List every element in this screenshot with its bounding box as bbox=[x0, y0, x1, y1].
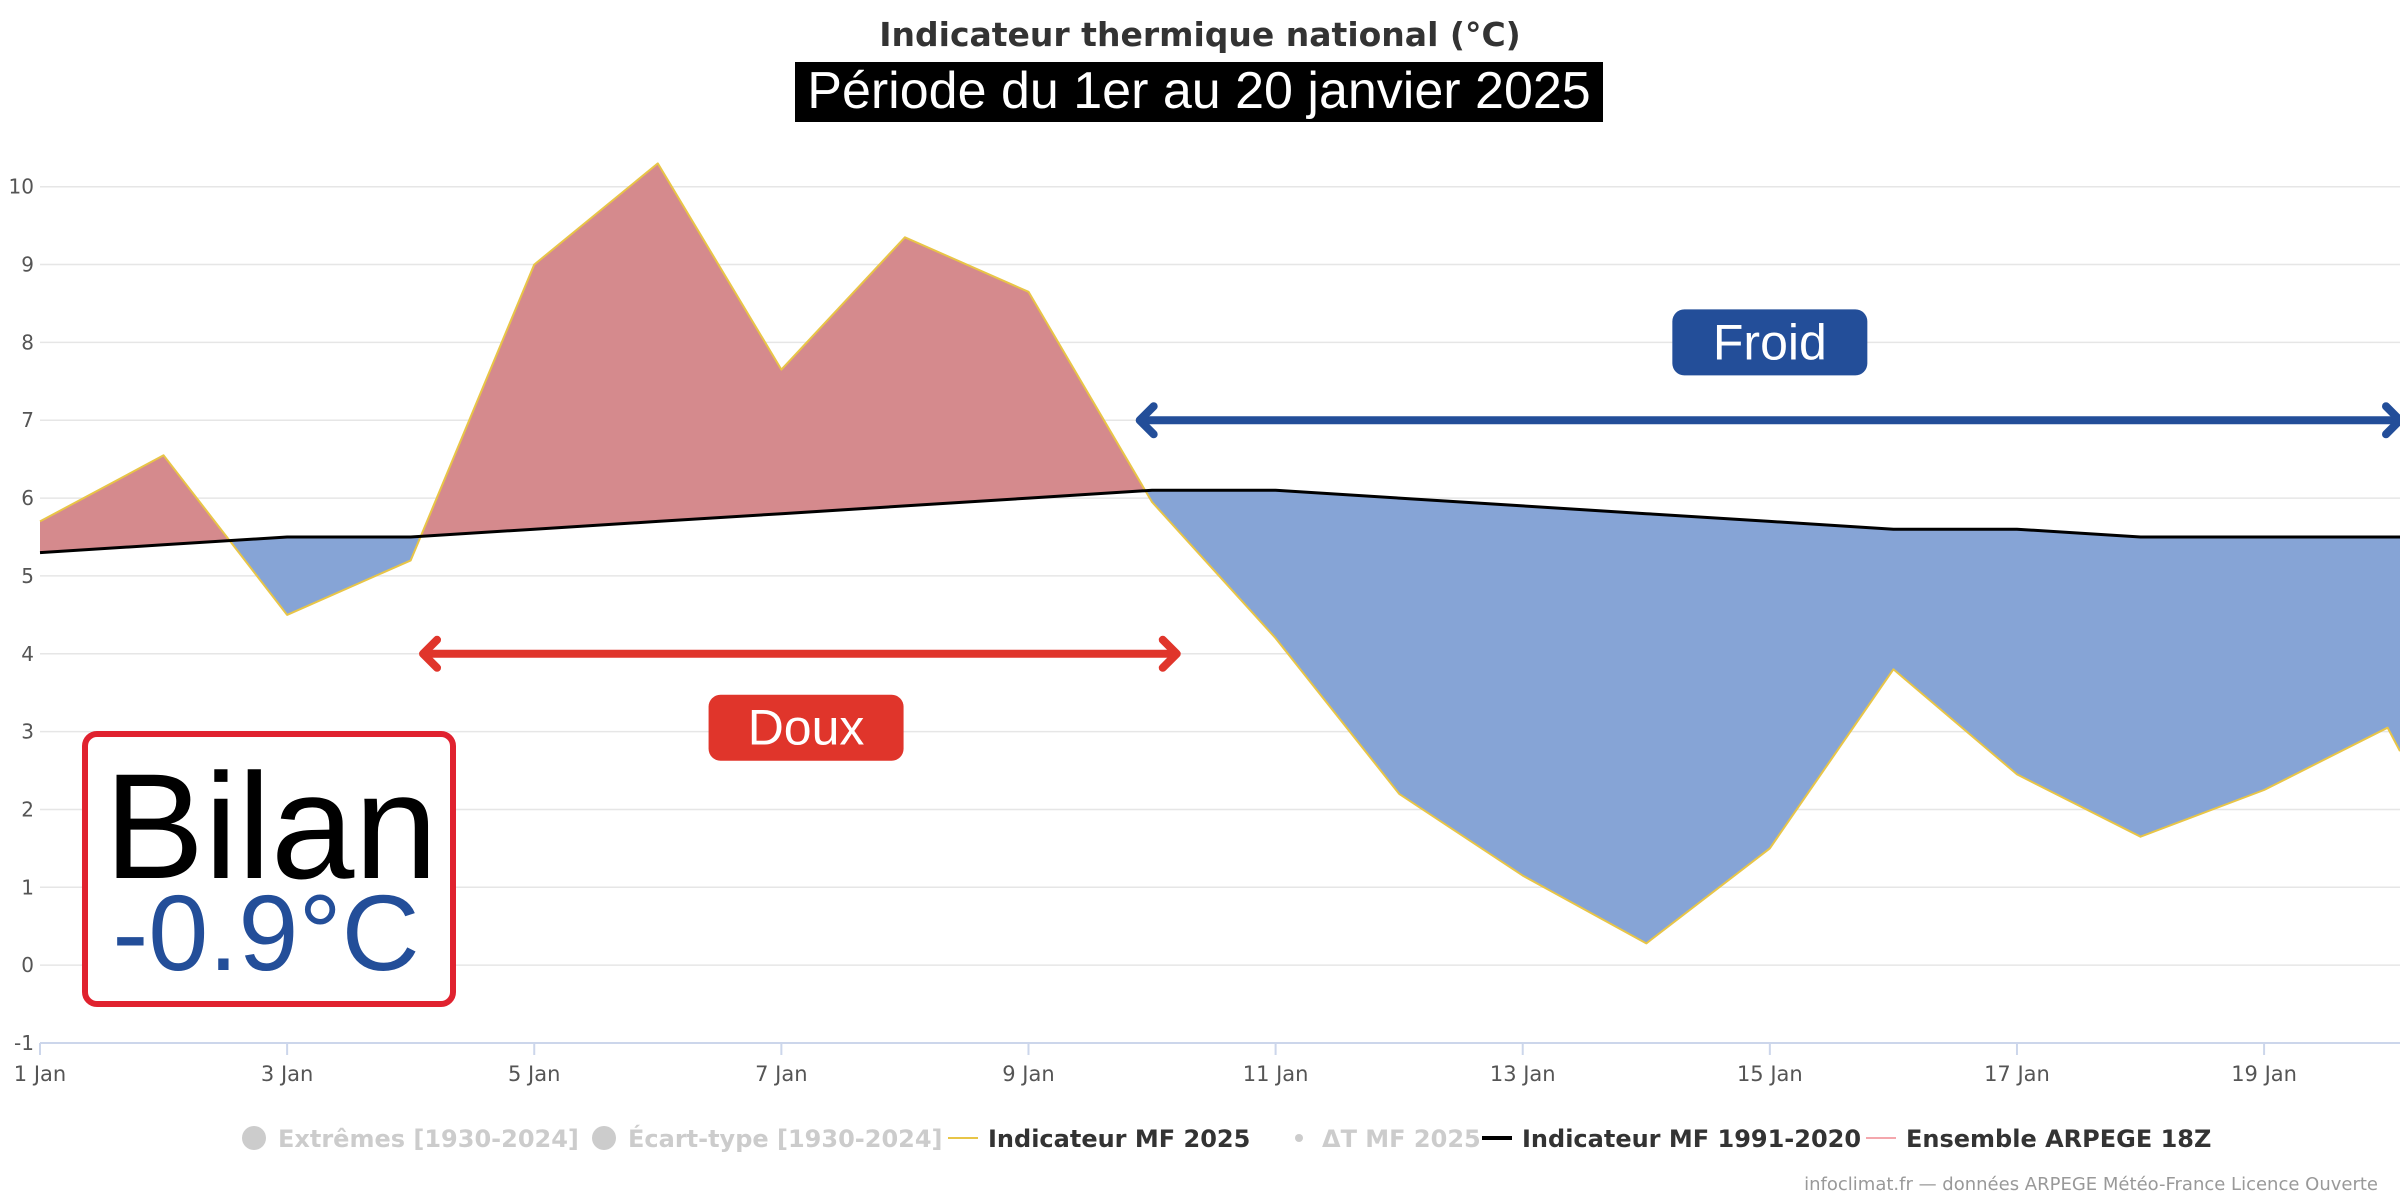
legend-item[interactable]: Indicateur MF 1991-2020 bbox=[1482, 1125, 1861, 1153]
legend-label: Ensemble ARPEGE 18Z bbox=[1906, 1125, 2211, 1153]
froid-arrow-head-right bbox=[2382, 402, 2400, 439]
froid-arrow bbox=[1135, 402, 2400, 439]
series-lines bbox=[39, 162, 2400, 945]
x-tick-label: 9 Jan bbox=[1002, 1062, 1054, 1086]
y-tick-label: 6 bbox=[21, 486, 34, 510]
series-line-mf-1991-2020 bbox=[39, 488, 2400, 555]
legend-label: Extrêmes [1930-2024] bbox=[278, 1125, 579, 1153]
legend-circle-icon bbox=[592, 1126, 616, 1150]
legend-dot-icon bbox=[1295, 1134, 1303, 1142]
cold-anomaly-area bbox=[229, 536, 421, 615]
froid-label-pill bbox=[1672, 309, 1868, 376]
legend-item[interactable]: Extrêmes [1930-2024] bbox=[242, 1125, 579, 1153]
froid-label: Froid bbox=[1713, 314, 1827, 370]
x-tick-label: 5 Jan bbox=[508, 1062, 560, 1086]
bilan-box: Bilan -0.9°C bbox=[82, 731, 456, 1007]
chart-subtitle: Période du 1er au 20 janvier 2025 bbox=[807, 62, 1590, 120]
x-tick-label: 17 Jan bbox=[1984, 1062, 2050, 1086]
annotations: Doux Froid bbox=[419, 309, 2400, 761]
doux-label: Doux bbox=[748, 700, 865, 756]
x-tick-label: 19 Jan bbox=[2231, 1062, 2297, 1086]
y-tick-label: 5 bbox=[21, 564, 34, 588]
x-tick-label: 1 Jan bbox=[14, 1062, 66, 1086]
doux-arrow-head-right bbox=[1158, 635, 1181, 672]
bilan-value: -0.9°C bbox=[112, 872, 419, 993]
x-tick-label: 7 Jan bbox=[755, 1062, 807, 1086]
doux-arrow bbox=[419, 635, 1181, 672]
legend-item[interactable]: ΔT MF 2025 bbox=[1295, 1125, 1481, 1153]
legend-label: ΔT MF 2025 bbox=[1322, 1125, 1481, 1153]
y-tick-label: 10 bbox=[9, 175, 34, 199]
legend-item[interactable]: Écart-type [1930-2024] bbox=[592, 1124, 943, 1153]
legend-label: Écart-type [1930-2024] bbox=[628, 1124, 943, 1153]
y-tick-label: 3 bbox=[21, 720, 34, 744]
y-tick-label: 8 bbox=[21, 330, 34, 354]
axes: -1 0 1 2 3 4 5 6 7 8 9 10 1 Jan 3 Jan 5 Jan 7 Jan 9 Jan 1… bbox=[9, 175, 2400, 1086]
y-tick-label: 2 bbox=[21, 797, 34, 821]
y-tick-label: 9 bbox=[21, 253, 34, 277]
chart-title: Indicateur thermique national (°C) bbox=[879, 15, 1521, 54]
legend-circle-icon bbox=[242, 1126, 266, 1150]
legend-label: Indicateur MF 1991-2020 bbox=[1522, 1125, 1861, 1153]
legend: Extrêmes [1930-2024] Écart-type [1930-202… bbox=[242, 1124, 2211, 1153]
series-line-mf-2025 bbox=[39, 162, 2400, 945]
legend-label: Indicateur MF 2025 bbox=[988, 1125, 1250, 1153]
bilan-title: Bilan bbox=[104, 742, 438, 910]
warm-anomaly-area bbox=[420, 163, 1146, 537]
y-tick-label: -1 bbox=[14, 1031, 34, 1055]
y-tick-label: 1 bbox=[21, 875, 34, 899]
legend-item[interactable]: Ensemble ARPEGE 18Z bbox=[1866, 1125, 2211, 1153]
froid-arrow-head-left bbox=[1135, 402, 1158, 439]
x-tick-label: 3 Jan bbox=[261, 1062, 313, 1086]
doux-arrow-head-left bbox=[419, 635, 442, 672]
credit-text: infoclimat.fr — données ARPEGE Météo-Fra… bbox=[1804, 1174, 2378, 1195]
doux-label-pill bbox=[708, 694, 904, 761]
x-tick-label: 15 Jan bbox=[1737, 1062, 1803, 1086]
subtitle-background bbox=[795, 62, 1603, 122]
y-tick-label: 4 bbox=[21, 642, 34, 666]
bilan-frame bbox=[82, 731, 456, 1007]
x-tick-label: 11 Jan bbox=[1243, 1062, 1309, 1086]
y-tick-label: 0 bbox=[21, 953, 34, 977]
y-tick-label: 7 bbox=[21, 408, 34, 432]
legend-item[interactable]: Indicateur MF 2025 bbox=[948, 1125, 1250, 1153]
x-tick-label: 13 Jan bbox=[1490, 1062, 1556, 1086]
cold-anomaly-area bbox=[1145, 490, 2400, 944]
